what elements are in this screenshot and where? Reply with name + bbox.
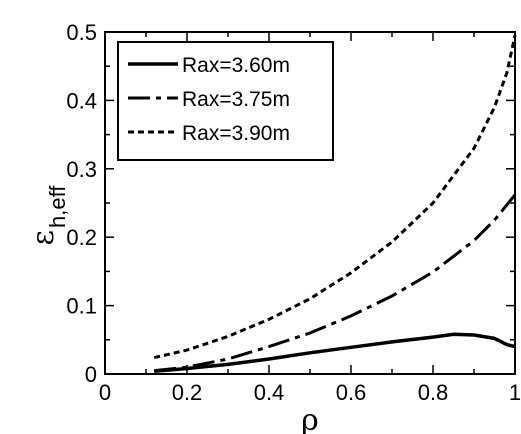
x-tick-label: 0 xyxy=(99,380,111,405)
y-axis-label-sub: h,eff xyxy=(45,185,70,228)
y-tick-label: 0.4 xyxy=(66,88,97,113)
y-tick-label: 0.1 xyxy=(66,294,97,319)
y-tick-label: 0.2 xyxy=(66,225,97,250)
series-line-3 xyxy=(153,35,517,360)
x-tick-label: 0.8 xyxy=(418,380,449,405)
series-line-2 xyxy=(154,193,517,373)
legend-label-3: Rax=3.90m xyxy=(182,122,290,145)
x-tick-label: 0.6 xyxy=(336,380,367,405)
legend-label-2: Rax=3.75m xyxy=(182,88,290,111)
y-axis-label-main: ε xyxy=(26,230,61,246)
x-tick-label: 1 xyxy=(509,380,521,405)
x-axis-label: ρ xyxy=(301,403,319,434)
legend-label-1: Rax=3.60m xyxy=(182,54,290,77)
legend-box xyxy=(117,41,334,161)
tick-labels: 0 0.2 0.4 0.6 0.8 1 0 0.1 0.2 0.3 0.4 0.5 xyxy=(66,20,521,405)
y-tick-label: 0 xyxy=(85,362,97,387)
x-tick-label: 0.2 xyxy=(172,380,203,405)
series-layer xyxy=(153,35,517,374)
y-tick-label: 0.5 xyxy=(66,20,97,45)
series-line-1 xyxy=(154,332,516,374)
x-tick-label: 0.4 xyxy=(254,380,285,405)
y-axis-label: ε h,eff xyxy=(26,185,70,246)
y-tick-label: 0.3 xyxy=(66,157,97,182)
legend: Rax=3.60m Rax=3.75m Rax=3.90m xyxy=(117,41,334,161)
